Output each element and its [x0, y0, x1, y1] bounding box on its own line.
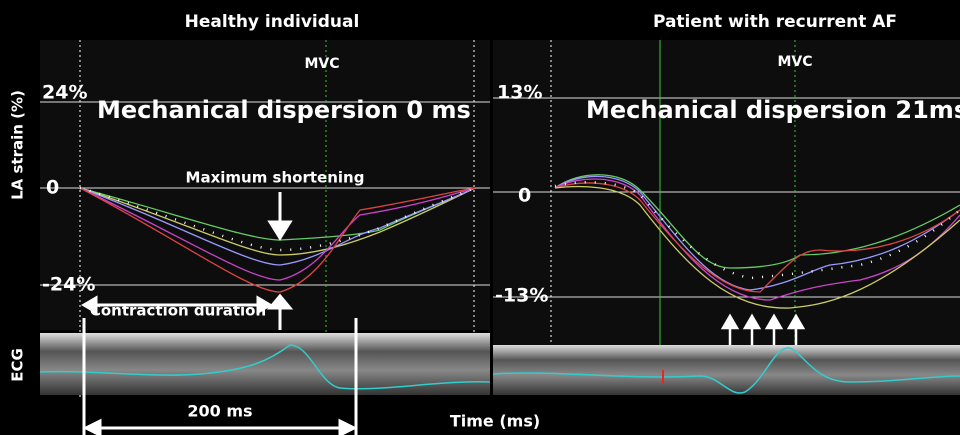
- scale-label: 200 ms: [187, 402, 252, 421]
- right-headline: Mechanical dispersion 21ms: [586, 96, 960, 124]
- left-headline: Mechanical dispersion 0 ms: [97, 96, 471, 124]
- left-y-zero: 0: [46, 177, 59, 199]
- right-y-zero: 0: [518, 185, 531, 207]
- left-y-bottom: -24%: [42, 274, 95, 296]
- figure: Healthy individual MVC 24% Mechanical di…: [0, 0, 960, 435]
- left-mvc: MVC: [304, 56, 339, 72]
- ecg-label: ECG: [9, 348, 27, 382]
- x-axis-label: Time (ms): [450, 412, 540, 431]
- arrow-label: Maximum shortening: [186, 169, 365, 187]
- right-title: Patient with recurrent AF: [653, 12, 897, 32]
- left-y-top: 24%: [42, 82, 87, 104]
- page: Healthy individual MVC 24% Mechanical di…: [0, 0, 960, 435]
- right-y-bottom: -13%: [495, 285, 548, 307]
- left-title: Healthy individual: [185, 12, 360, 32]
- right-y-top: 13%: [497, 82, 542, 104]
- y-axis-label: LA strain (%): [9, 90, 27, 200]
- right-mvc: MVC: [777, 54, 812, 70]
- left-ecg-strip: [40, 333, 490, 395]
- duration-label: Contraction duration: [90, 302, 266, 320]
